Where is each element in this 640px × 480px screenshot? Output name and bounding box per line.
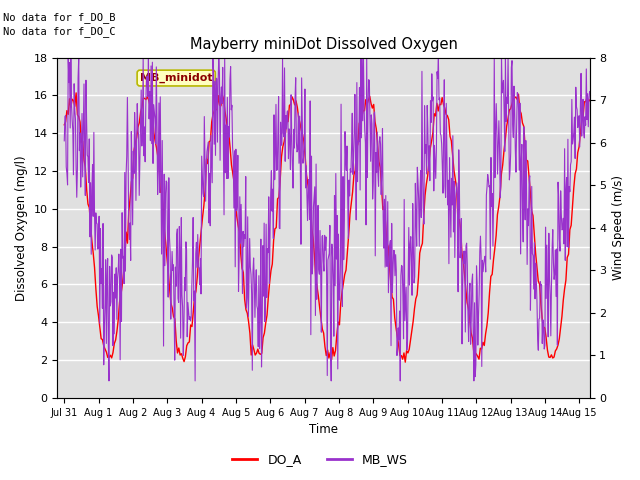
Y-axis label: Dissolved Oxygen (mg/l): Dissolved Oxygen (mg/l) — [15, 155, 28, 300]
X-axis label: Time: Time — [309, 423, 338, 436]
Text: No data for f_DO_B: No data for f_DO_B — [3, 12, 116, 23]
Y-axis label: Wind Speed (m/s): Wind Speed (m/s) — [612, 175, 625, 280]
Text: MB_minidot: MB_minidot — [140, 73, 212, 83]
Title: Mayberry miniDot Dissolved Oxygen: Mayberry miniDot Dissolved Oxygen — [189, 37, 458, 52]
Legend: DO_A, MB_WS: DO_A, MB_WS — [227, 448, 413, 471]
Text: No data for f_DO_C: No data for f_DO_C — [3, 26, 116, 37]
